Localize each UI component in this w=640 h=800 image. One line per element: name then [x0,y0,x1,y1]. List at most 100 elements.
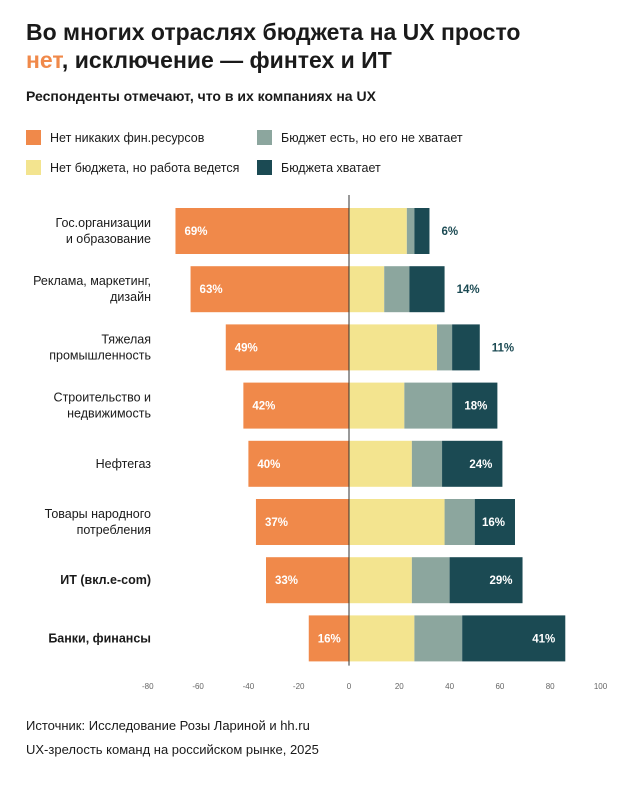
bar-label-budget-enough: 6% [441,226,458,238]
bar-label-no-resources: 33% [275,575,298,587]
bar-no-budget-work [349,499,445,545]
chart-subtitle: Респонденты отмечают, что в их компаниях… [26,88,376,104]
bar-budget-insufficient [411,440,443,487]
bar-budget-insufficient [414,615,463,662]
category-label-line: потребления [77,523,151,537]
legend-item-budget-enough: Бюджета хватает [257,160,381,175]
bar-label-budget-enough: 29% [490,575,513,587]
bar-label-no-resources: 16% [318,633,341,645]
category-label-line: Нефтегаз [96,457,152,471]
bar-label-no-resources: 37% [265,517,288,529]
bar-label-no-resources: 49% [235,342,258,354]
legend-item-budget-insufficient: Бюджет есть, но его не хватает [257,130,463,145]
legend: Нет никаких фин.ресурсов Бюджет есть, но… [26,130,626,190]
bar-no-resources [255,499,349,545]
bar-label-budget-enough: 14% [457,284,480,296]
title-rest: , исключение — финтех и ИТ [61,47,392,73]
legend-label-no-resources: Нет никаких фин.ресурсов [50,130,205,145]
legend-swatch-budget-insufficient [257,130,272,145]
x-tick-label: 60 [495,682,504,691]
bar-no-resources [225,324,349,371]
bar-no-budget-work [349,208,407,254]
bar-label-no-resources: 63% [200,284,223,296]
bar-no-budget-work [349,557,412,604]
bar-label-no-resources: 69% [184,226,207,238]
category-label-line: Тяжелая [101,332,151,346]
legend-swatch-budget-enough [257,160,272,175]
bar-no-budget-work [349,382,405,429]
bar-no-resources [248,440,349,487]
x-tick-label: 100 [594,682,608,691]
category-label-line: недвижимость [67,407,151,421]
legend-swatch-no-resources [26,130,41,145]
bar-label-no-resources: 42% [252,401,275,413]
bar-no-resources [175,208,349,254]
bar-budget-enough [414,208,430,254]
bar-budget-insufficient [404,382,453,429]
bar-no-resources [190,266,349,313]
category-label-line: Реклама, маркетинг, [33,274,151,288]
diverging-bar-chart: 69% 6% Гос.организации и образование 63% 14% Р… [33,195,608,691]
bar-budget-enough [452,324,480,371]
title-line1: Во многих отраслях бюджета на UX просто [26,19,521,45]
bar-label-budget-enough: 18% [464,401,487,413]
bar-label-budget-enough: 11% [492,342,514,354]
bar-budget-enough [442,440,503,487]
bar-no-budget-work [349,266,385,313]
chart-title: Во многих отраслях бюджета на UX просто … [26,18,616,74]
x-tick-label: 40 [445,682,454,691]
bar-budget-insufficient [411,557,450,604]
category-label: Банки, финансы [48,631,151,645]
bar-budget-enough [452,382,498,429]
bar-no-resources [243,382,349,429]
bar-no-budget-work [349,615,415,662]
bar-label-budget-enough: 16% [482,517,505,529]
x-tick-label: -60 [192,682,204,691]
bar-budget-enough [462,615,566,662]
bar-budget-insufficient [444,499,475,545]
category-label: Гос.организации и образование [56,216,151,246]
category-label: Реклама, маркетинг, дизайн [33,274,151,304]
category-label: Нефтегаз [96,457,152,471]
category-label-line: Товары народного [45,507,151,521]
category-label: Строительство и недвижимость [54,391,151,421]
x-tick-label: 80 [546,682,555,691]
source-line: Источник: Исследование Розы Лариной и hh… [26,718,310,733]
bar-budget-enough [409,266,445,313]
category-label: Тяжелая промышленность [49,332,151,362]
x-tick-label: -40 [243,682,255,691]
category-label-line: дизайн [110,290,151,304]
bar-no-budget-work [349,440,412,487]
category-label-line: и образование [66,232,151,246]
x-tick-label: 0 [347,682,352,691]
bar-budget-insufficient [437,324,453,371]
legend-item-no-resources: Нет никаких фин.ресурсов [26,130,204,145]
category-label-line: ИТ (вкл.e-com) [60,573,151,587]
bar-label-budget-enough: 41% [532,633,555,645]
legend-label-budget-enough: Бюджета хватает [281,160,381,175]
legend-label-no-budget-work: Нет бюджета, но работа ведется [50,160,240,175]
x-tick-label: 20 [395,682,404,691]
bar-budget-insufficient [384,266,410,313]
bar-label-no-resources: 40% [257,459,280,471]
bar-budget-insufficient [406,208,415,254]
title-accent: нет [26,47,62,73]
bar-budget-enough [474,499,515,545]
x-tick-label: -80 [142,682,154,691]
x-tick-label: -20 [293,682,305,691]
bar-label-budget-enough: 24% [469,459,492,471]
category-label: ИТ (вкл.e-com) [60,573,151,587]
bar-no-resources [266,557,349,604]
category-label-line: Банки, финансы [48,631,151,645]
category-label: Товары народного потребления [45,507,151,537]
bar-no-resources [308,615,349,662]
legend-label-budget-insufficient: Бюджет есть, но его не хватает [281,130,463,145]
legend-item-no-budget-work: Нет бюджета, но работа ведется [26,160,239,175]
category-label-line: Гос.организации [56,216,151,230]
legend-swatch-no-budget-work [26,160,41,175]
category-label-line: промышленность [49,348,151,362]
bar-budget-enough [449,557,523,604]
bar-no-budget-work [349,324,438,371]
source-report-line: UX-зрелость команд на российском рынке, … [26,742,319,757]
category-label-line: Строительство и [54,391,151,405]
